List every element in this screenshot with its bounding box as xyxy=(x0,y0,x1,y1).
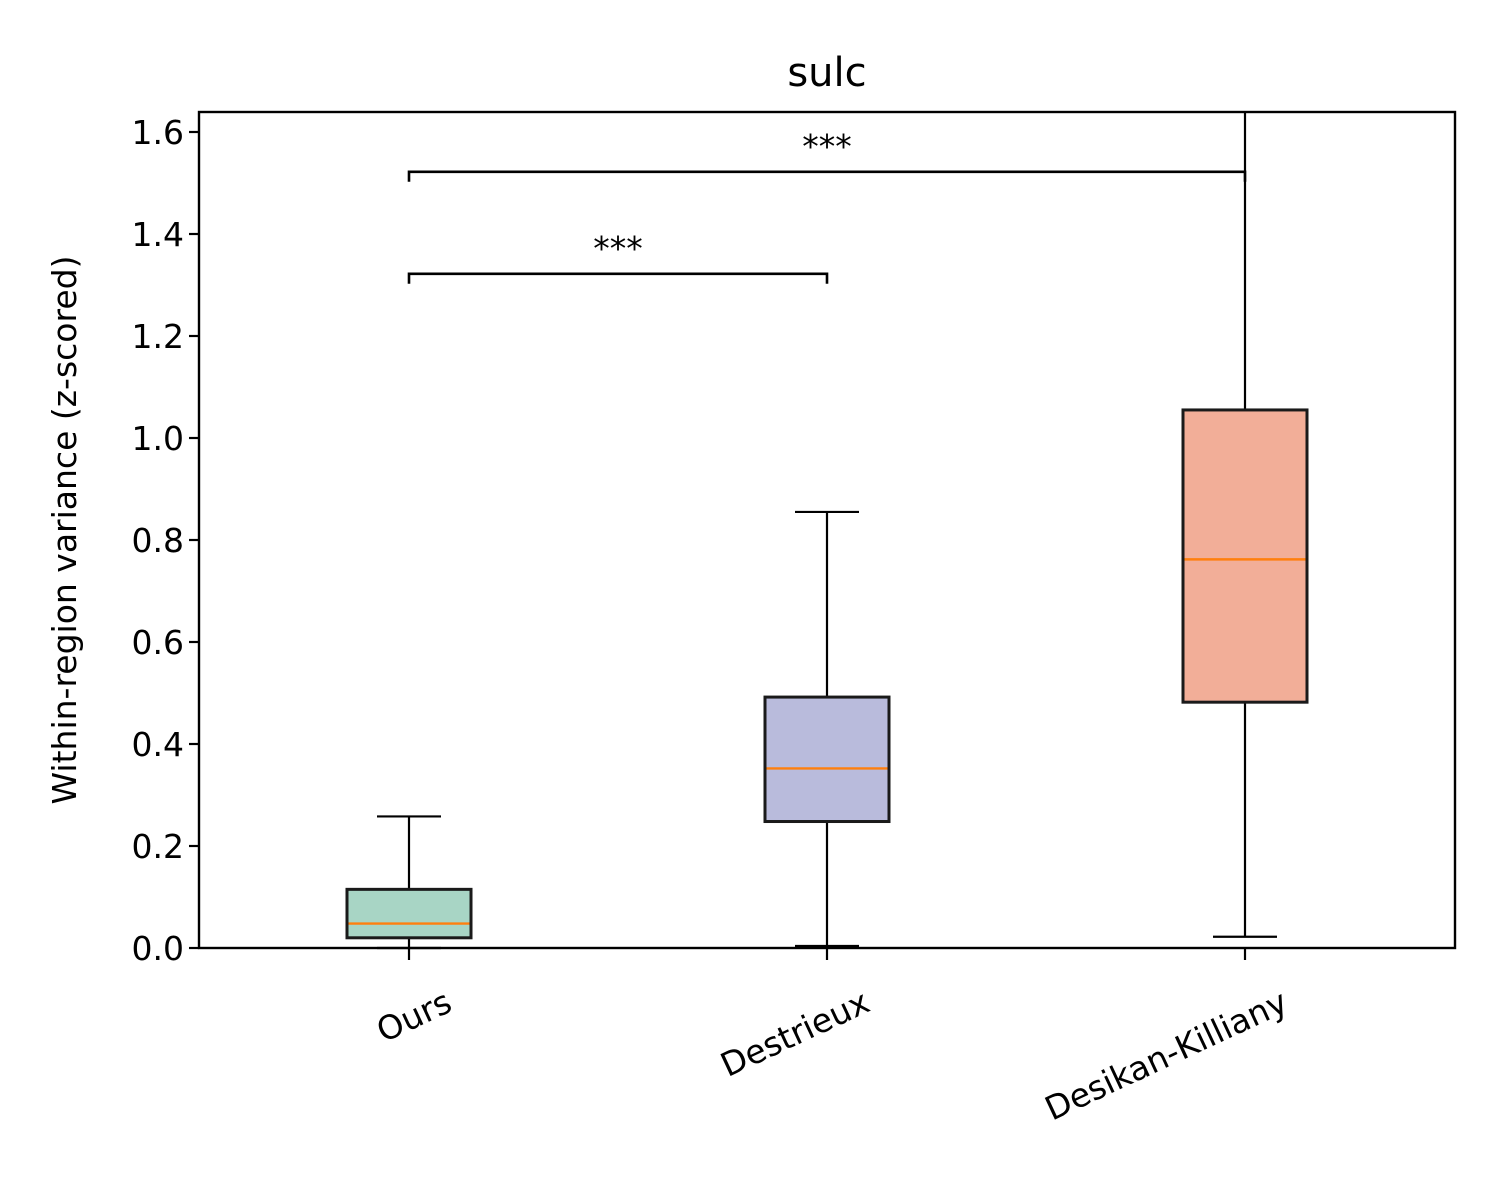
x-tick-label: Destrieux xyxy=(714,982,875,1085)
x-tick-label: Desikan-Killiany xyxy=(1039,982,1294,1128)
significance-label: *** xyxy=(802,127,852,166)
y-axis: 0.0 0.2 0.4 0.6 0.8 1.0 1.2 1.4 1.6 xyxy=(132,113,199,968)
y-tick-label: 0.4 xyxy=(132,725,184,764)
y-tick-label: 1.4 xyxy=(132,215,184,254)
boxes-group xyxy=(345,112,1309,950)
box-destrieux xyxy=(763,510,891,948)
significance-bracket: *** xyxy=(407,229,829,284)
box-iqr xyxy=(1181,408,1309,704)
chart-title: sulc xyxy=(787,50,866,96)
box-desikan-killiany xyxy=(1181,112,1309,938)
significance-bracket: *** xyxy=(407,127,1247,182)
bracket-line xyxy=(407,272,829,284)
y-tick-label: 0.0 xyxy=(132,929,184,968)
y-tick-label: 0.8 xyxy=(132,521,184,560)
y-tick-label: 0.2 xyxy=(132,827,184,866)
box-iqr xyxy=(763,695,891,824)
box-iqr xyxy=(345,887,473,940)
significance-label: *** xyxy=(593,229,643,268)
y-tick-label: 1.2 xyxy=(132,317,184,356)
significance-group: *** *** xyxy=(407,127,1247,284)
y-tick-label: 0.6 xyxy=(132,623,184,662)
y-tick-label: 1.0 xyxy=(132,419,184,458)
y-tick-label: 1.6 xyxy=(132,113,184,152)
x-tick-label: Ours xyxy=(371,982,458,1050)
bracket-line xyxy=(407,170,1247,182)
x-axis: Ours Destrieux Desikan-Killiany xyxy=(371,948,1294,1128)
box-ours xyxy=(345,815,473,950)
y-axis-label: Within-region variance (z-scored) xyxy=(45,256,84,805)
